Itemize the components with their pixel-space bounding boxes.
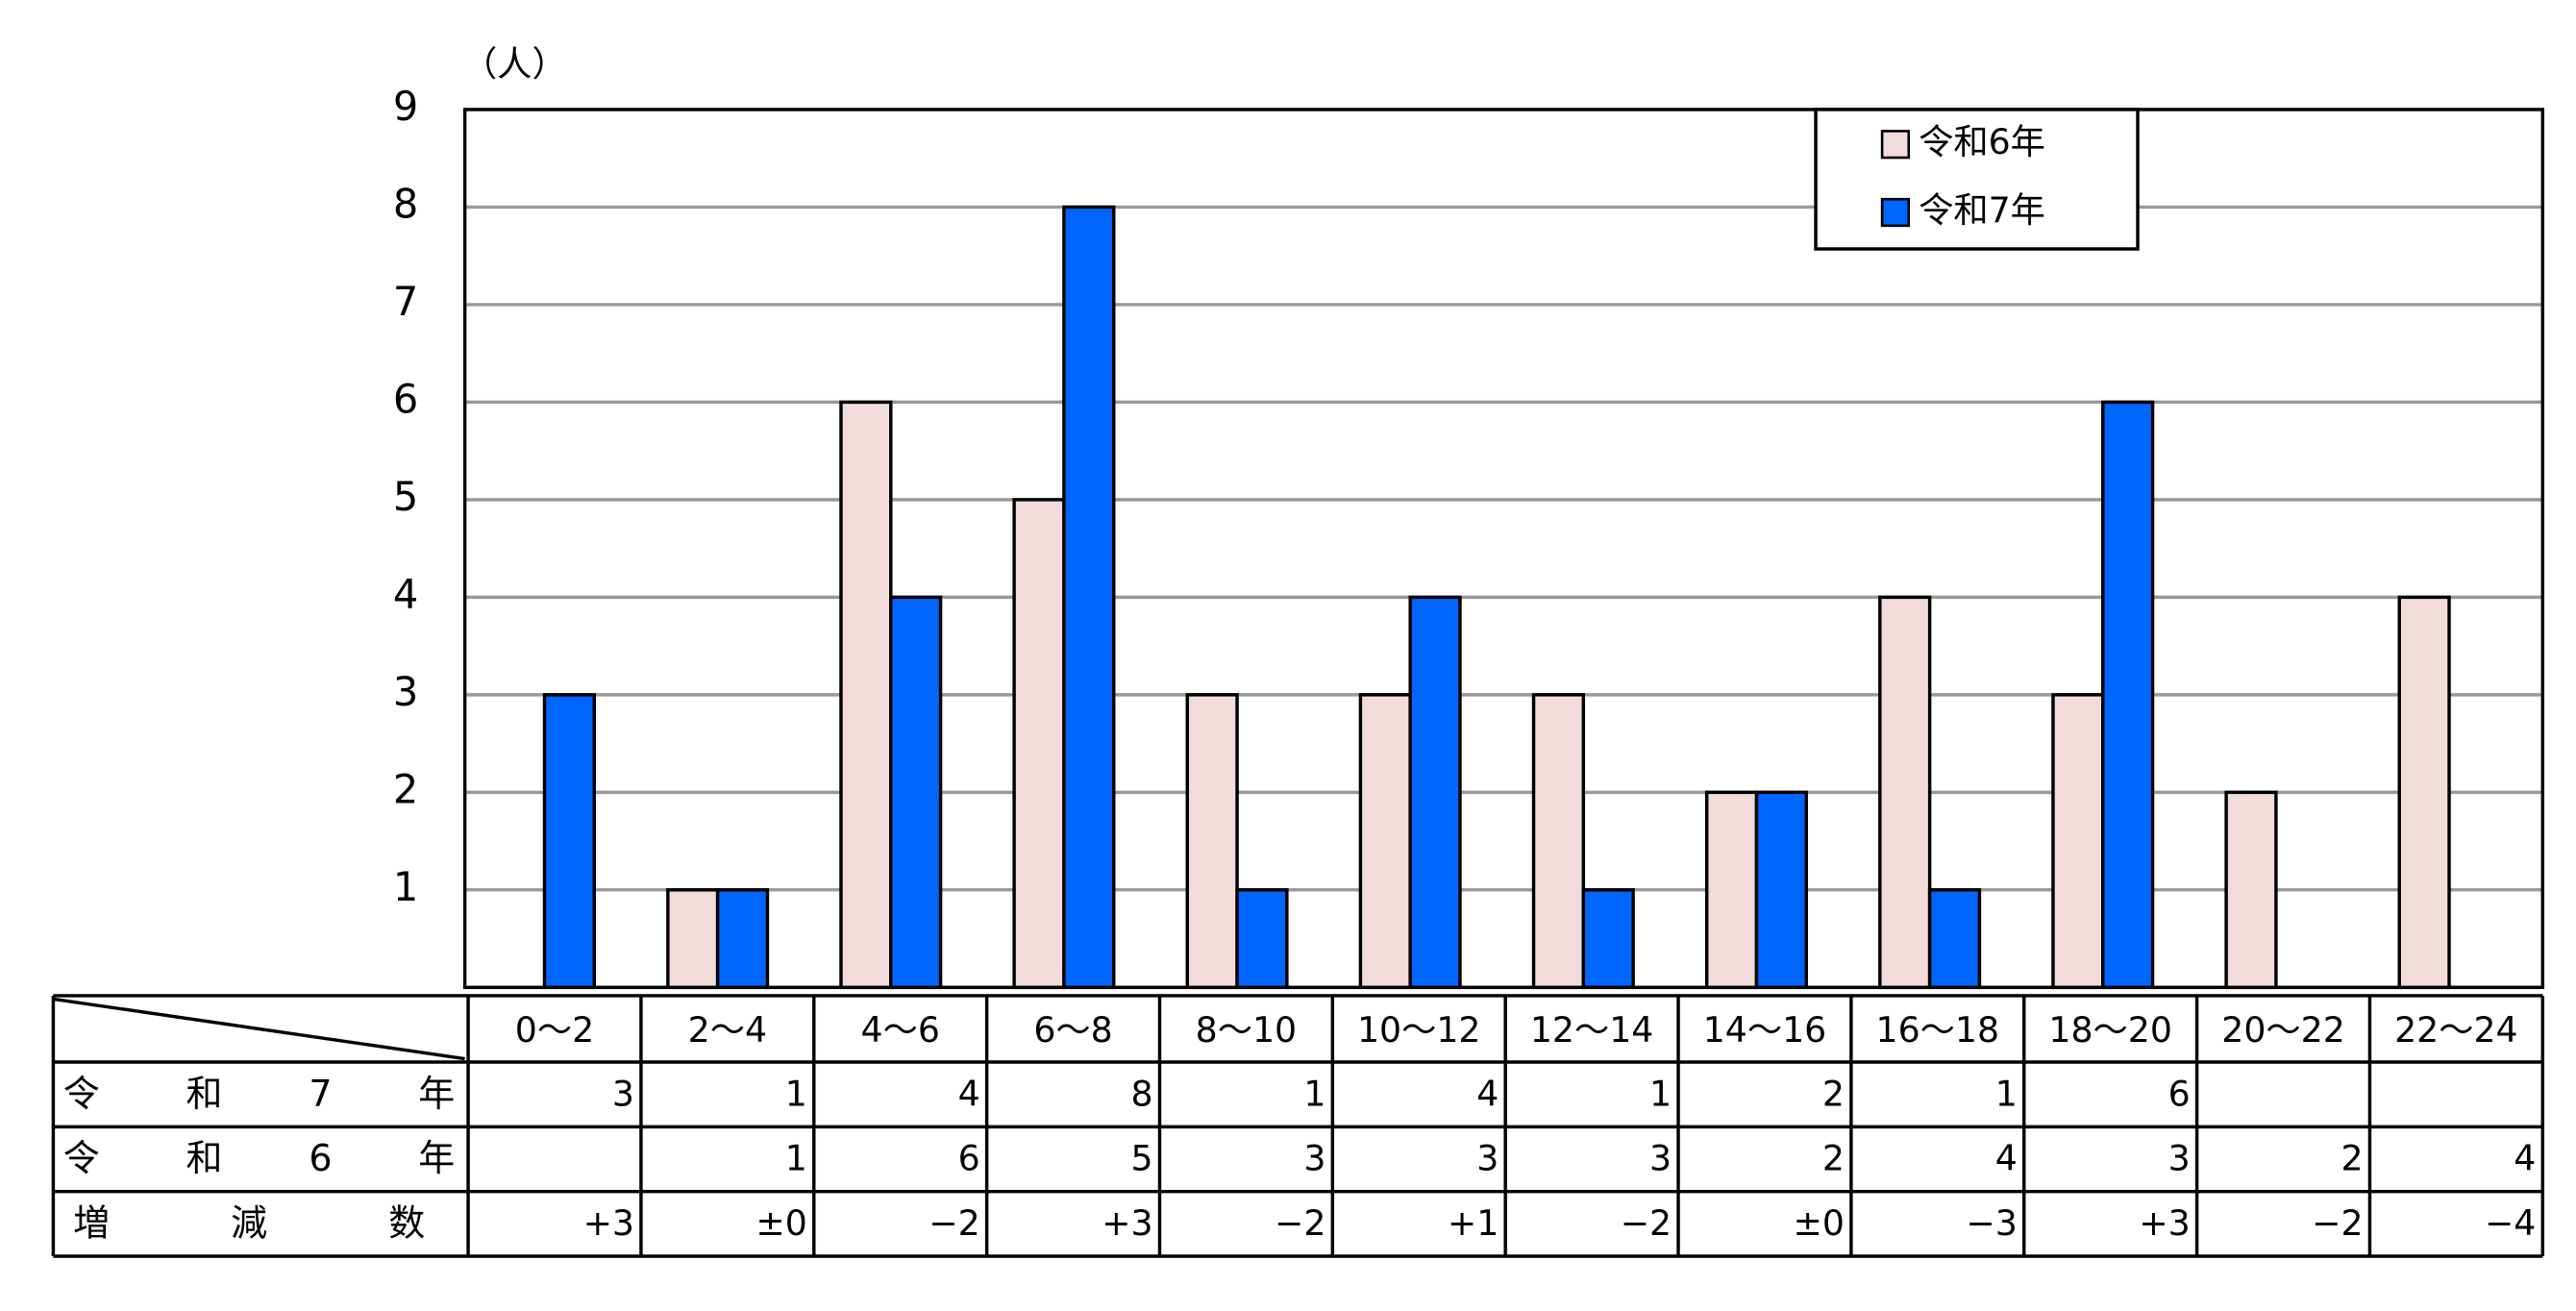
table-cell: 6 [2168,1073,2191,1114]
table-cell: 4 [958,1073,980,1114]
bar [542,693,597,990]
y-tick-label: 1 [393,864,418,910]
table-cell: −2 [1275,1202,1325,1244]
table-cell: +1 [1448,1202,1499,1244]
bar [839,400,893,990]
x-tick-label: 22～24 [2394,1009,2518,1051]
x-tick-label: 10～12 [1357,1009,1481,1051]
bar [1878,595,1932,990]
table-cell: 3 [1476,1138,1499,1179]
table-cell: −4 [2485,1202,2536,1244]
x-tick-label: 18～20 [2048,1009,2172,1051]
table-cell: 3 [1303,1138,1325,1179]
table-diagonal [53,997,465,1061]
bar [715,888,770,990]
bar [1531,693,1586,990]
x-tick-label: 4～6 [861,1009,940,1051]
y-tick-label: 3 [393,669,418,715]
table-cell: 3 [2168,1138,2191,1179]
y-tick-label: 8 [393,181,418,227]
bar [1581,888,1635,990]
legend-label: 令和7年 [1919,189,2045,231]
y-tick-label: 5 [393,474,418,520]
bar [1408,595,1462,990]
legend-swatch [1880,197,1911,228]
x-tick-label: 8～10 [1196,1009,1297,1051]
x-tick-label: 12～14 [1530,1009,1654,1051]
table-cell: −2 [1621,1202,1672,1244]
y-tick-label: 4 [393,571,418,617]
table-cell: −3 [1966,1202,2017,1244]
bar [1012,498,1066,990]
table-cell: ±0 [755,1202,806,1244]
table-cell: −2 [929,1202,979,1244]
legend-box [1814,108,2140,251]
table-cell: 8 [1130,1073,1152,1114]
table-cell: 4 [1476,1073,1499,1114]
x-tick-label: 20～22 [2221,1009,2345,1051]
table-cell: 4 [2514,1138,2536,1179]
bar [666,888,720,990]
x-tick-label: 16～18 [1876,1009,2000,1051]
legend-swatch [1880,130,1911,160]
bar [889,595,943,990]
table-cell: 1 [1649,1073,1672,1114]
bar [1235,888,1289,990]
y-tick-label: 2 [393,766,418,812]
table-cell: 3 [612,1073,634,1114]
bar [2101,400,2155,990]
table-cell: 1 [785,1073,807,1114]
legend-label: 令和6年 [1919,121,2045,162]
y-tick-label: 7 [393,279,418,325]
table-cell: 3 [1649,1138,1672,1179]
table-cell: 1 [1995,1073,2018,1114]
x-tick-label: 0～2 [515,1009,594,1051]
table-cell: 2 [2341,1138,2363,1179]
table-cell: 2 [1822,1138,1845,1179]
table-cell: 1 [785,1138,807,1179]
y-tick-label: 9 [393,84,418,130]
unit-label: （人） [462,43,567,85]
table-cell: −2 [2312,1202,2363,1244]
plot-frame [462,108,2545,990]
table-cell: +3 [583,1202,634,1244]
table-cell: +3 [1102,1202,1152,1244]
bar [2397,595,2451,990]
table-cell: 4 [1995,1138,2018,1179]
table-cell: +3 [2139,1202,2190,1244]
table-cell: 5 [1130,1138,1152,1179]
table-cell: 6 [958,1138,980,1179]
bar [1358,693,1412,990]
y-tick-label: 6 [393,376,418,422]
table-cell: 1 [1303,1073,1325,1114]
x-tick-label: 2～4 [688,1009,767,1051]
bar [1062,205,1116,990]
x-tick-label: 14～16 [1703,1009,1827,1051]
bar [1927,888,1982,990]
table-cell: ±0 [1794,1202,1845,1244]
bar [1704,790,1759,990]
bar [2224,790,2278,990]
x-tick-label: 6～8 [1033,1009,1112,1051]
table-cell: 2 [1822,1073,1845,1114]
bar [1185,693,1239,990]
bar [2051,693,2105,990]
bar [1754,790,1808,990]
